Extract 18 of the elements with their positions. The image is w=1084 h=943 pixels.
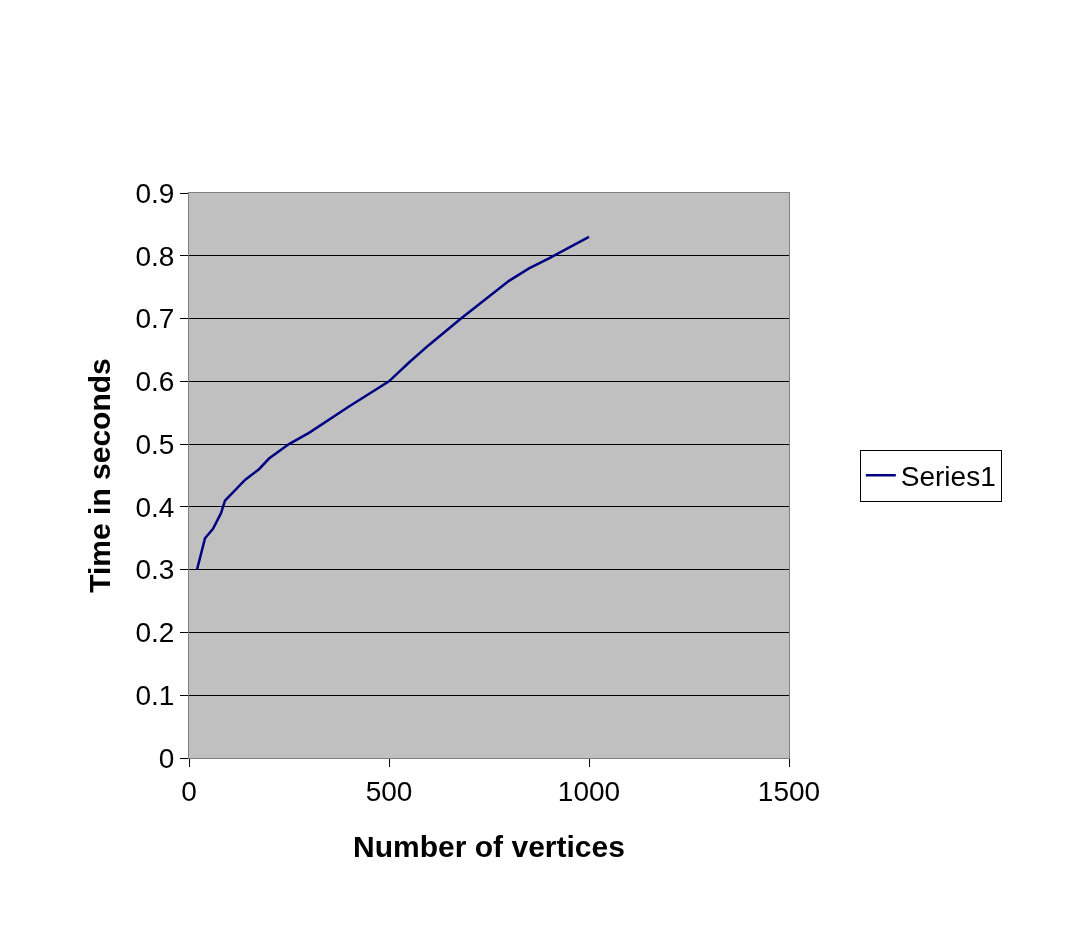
y-tick-label: 0	[158, 742, 175, 774]
y-tick-label: 0.9	[135, 177, 175, 209]
x-tick-label: 500	[365, 775, 413, 807]
y-tick-label: 0.8	[135, 240, 175, 272]
y-tick-label: 0.3	[135, 554, 175, 586]
x-tick-label: 0	[181, 775, 197, 807]
y-tick-label: 0.2	[135, 617, 175, 649]
y-tick-label: 0.5	[135, 428, 175, 460]
legend-label: Series1	[900, 461, 996, 493]
y-tick-label: 0.6	[135, 366, 175, 398]
y-tick-label: 0.4	[135, 491, 175, 523]
x-axis-title: Number of vertices	[353, 830, 625, 864]
x-tick-label: 1500	[757, 775, 821, 807]
y-tick-label: 0.7	[135, 303, 175, 335]
y-axis-title: Time in seconds	[83, 358, 117, 593]
y-tick-label: 0.1	[135, 680, 175, 712]
line-series	[195, 235, 591, 571]
x-tick-label: 1000	[557, 775, 621, 807]
